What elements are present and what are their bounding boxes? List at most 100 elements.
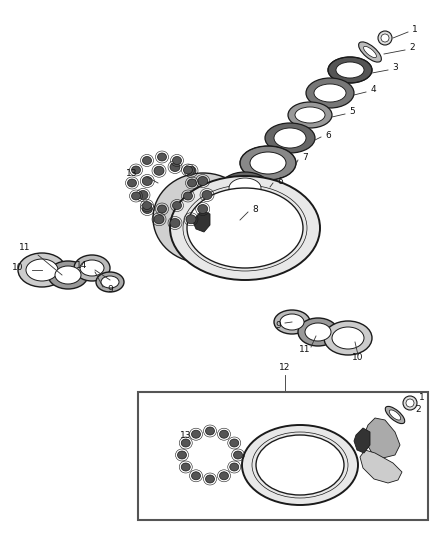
- Ellipse shape: [170, 219, 180, 228]
- Ellipse shape: [332, 327, 364, 349]
- Ellipse shape: [242, 425, 358, 505]
- Ellipse shape: [306, 78, 354, 108]
- Ellipse shape: [138, 190, 148, 199]
- Ellipse shape: [131, 192, 141, 200]
- Text: 10: 10: [352, 353, 364, 362]
- Polygon shape: [202, 225, 252, 272]
- Ellipse shape: [187, 188, 303, 268]
- Ellipse shape: [314, 84, 346, 102]
- Ellipse shape: [205, 475, 215, 483]
- Polygon shape: [193, 210, 210, 232]
- Ellipse shape: [173, 157, 181, 165]
- Text: 6: 6: [325, 131, 331, 140]
- Ellipse shape: [142, 205, 152, 214]
- Ellipse shape: [191, 430, 201, 438]
- Ellipse shape: [142, 157, 152, 165]
- Ellipse shape: [177, 451, 187, 459]
- Ellipse shape: [191, 472, 201, 480]
- Ellipse shape: [74, 255, 110, 281]
- Ellipse shape: [220, 172, 270, 204]
- Ellipse shape: [48, 261, 88, 289]
- Ellipse shape: [26, 259, 58, 281]
- Ellipse shape: [18, 253, 66, 287]
- Ellipse shape: [298, 318, 338, 346]
- Ellipse shape: [265, 123, 315, 153]
- Ellipse shape: [55, 266, 81, 284]
- Ellipse shape: [406, 399, 414, 407]
- Text: 9: 9: [107, 286, 113, 295]
- Text: 4: 4: [370, 85, 376, 94]
- Ellipse shape: [288, 102, 332, 128]
- Ellipse shape: [295, 107, 325, 123]
- Ellipse shape: [101, 276, 119, 288]
- Text: 13: 13: [126, 168, 138, 177]
- Text: 1: 1: [412, 26, 418, 35]
- Ellipse shape: [280, 314, 304, 330]
- Ellipse shape: [170, 163, 180, 172]
- Ellipse shape: [158, 153, 166, 161]
- Text: 5: 5: [349, 108, 355, 117]
- Text: 2: 2: [409, 44, 415, 52]
- Ellipse shape: [230, 463, 239, 471]
- Text: 3: 3: [392, 63, 398, 72]
- Ellipse shape: [142, 201, 152, 209]
- Ellipse shape: [219, 430, 229, 438]
- Ellipse shape: [246, 206, 264, 220]
- Ellipse shape: [186, 166, 196, 175]
- Ellipse shape: [153, 173, 253, 263]
- Ellipse shape: [240, 202, 270, 224]
- Ellipse shape: [181, 439, 190, 447]
- Ellipse shape: [250, 152, 286, 174]
- Ellipse shape: [198, 176, 208, 185]
- Ellipse shape: [385, 406, 405, 424]
- Text: 11: 11: [299, 345, 311, 354]
- Ellipse shape: [154, 215, 164, 224]
- Ellipse shape: [202, 190, 212, 199]
- Ellipse shape: [181, 463, 190, 471]
- Ellipse shape: [378, 31, 392, 45]
- Ellipse shape: [80, 260, 104, 276]
- Ellipse shape: [127, 179, 137, 187]
- Ellipse shape: [381, 34, 389, 42]
- Ellipse shape: [403, 396, 417, 410]
- Ellipse shape: [328, 57, 372, 83]
- Ellipse shape: [364, 46, 376, 58]
- Text: 13: 13: [180, 431, 192, 440]
- Polygon shape: [360, 450, 402, 483]
- Ellipse shape: [205, 427, 215, 435]
- Ellipse shape: [274, 128, 306, 148]
- Ellipse shape: [176, 193, 230, 243]
- Ellipse shape: [170, 176, 320, 280]
- Ellipse shape: [233, 451, 243, 459]
- Ellipse shape: [131, 166, 141, 174]
- Polygon shape: [202, 202, 247, 240]
- Text: 9: 9: [275, 320, 281, 329]
- Text: 2: 2: [415, 406, 421, 415]
- Ellipse shape: [305, 323, 331, 341]
- Polygon shape: [365, 418, 400, 458]
- Ellipse shape: [186, 215, 196, 224]
- Text: 1: 1: [419, 392, 425, 401]
- Ellipse shape: [230, 439, 239, 447]
- Ellipse shape: [256, 435, 344, 495]
- Ellipse shape: [274, 310, 310, 334]
- Text: 11: 11: [19, 244, 31, 253]
- Text: 8: 8: [252, 206, 258, 214]
- Ellipse shape: [229, 178, 261, 198]
- Ellipse shape: [173, 201, 181, 209]
- Ellipse shape: [336, 62, 364, 78]
- Ellipse shape: [184, 192, 192, 200]
- Ellipse shape: [154, 166, 164, 175]
- Text: 14: 14: [76, 261, 88, 270]
- Ellipse shape: [187, 179, 197, 187]
- Ellipse shape: [389, 410, 401, 420]
- Ellipse shape: [324, 321, 372, 355]
- Ellipse shape: [142, 176, 152, 185]
- Ellipse shape: [219, 472, 229, 480]
- Ellipse shape: [96, 272, 124, 292]
- Ellipse shape: [198, 205, 208, 214]
- Text: 12: 12: [279, 364, 291, 373]
- Polygon shape: [354, 428, 370, 453]
- Text: 7: 7: [302, 154, 308, 163]
- Ellipse shape: [240, 146, 296, 180]
